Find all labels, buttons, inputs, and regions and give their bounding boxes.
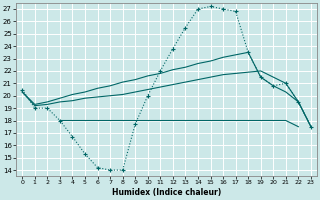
X-axis label: Humidex (Indice chaleur): Humidex (Indice chaleur) [112, 188, 221, 197]
